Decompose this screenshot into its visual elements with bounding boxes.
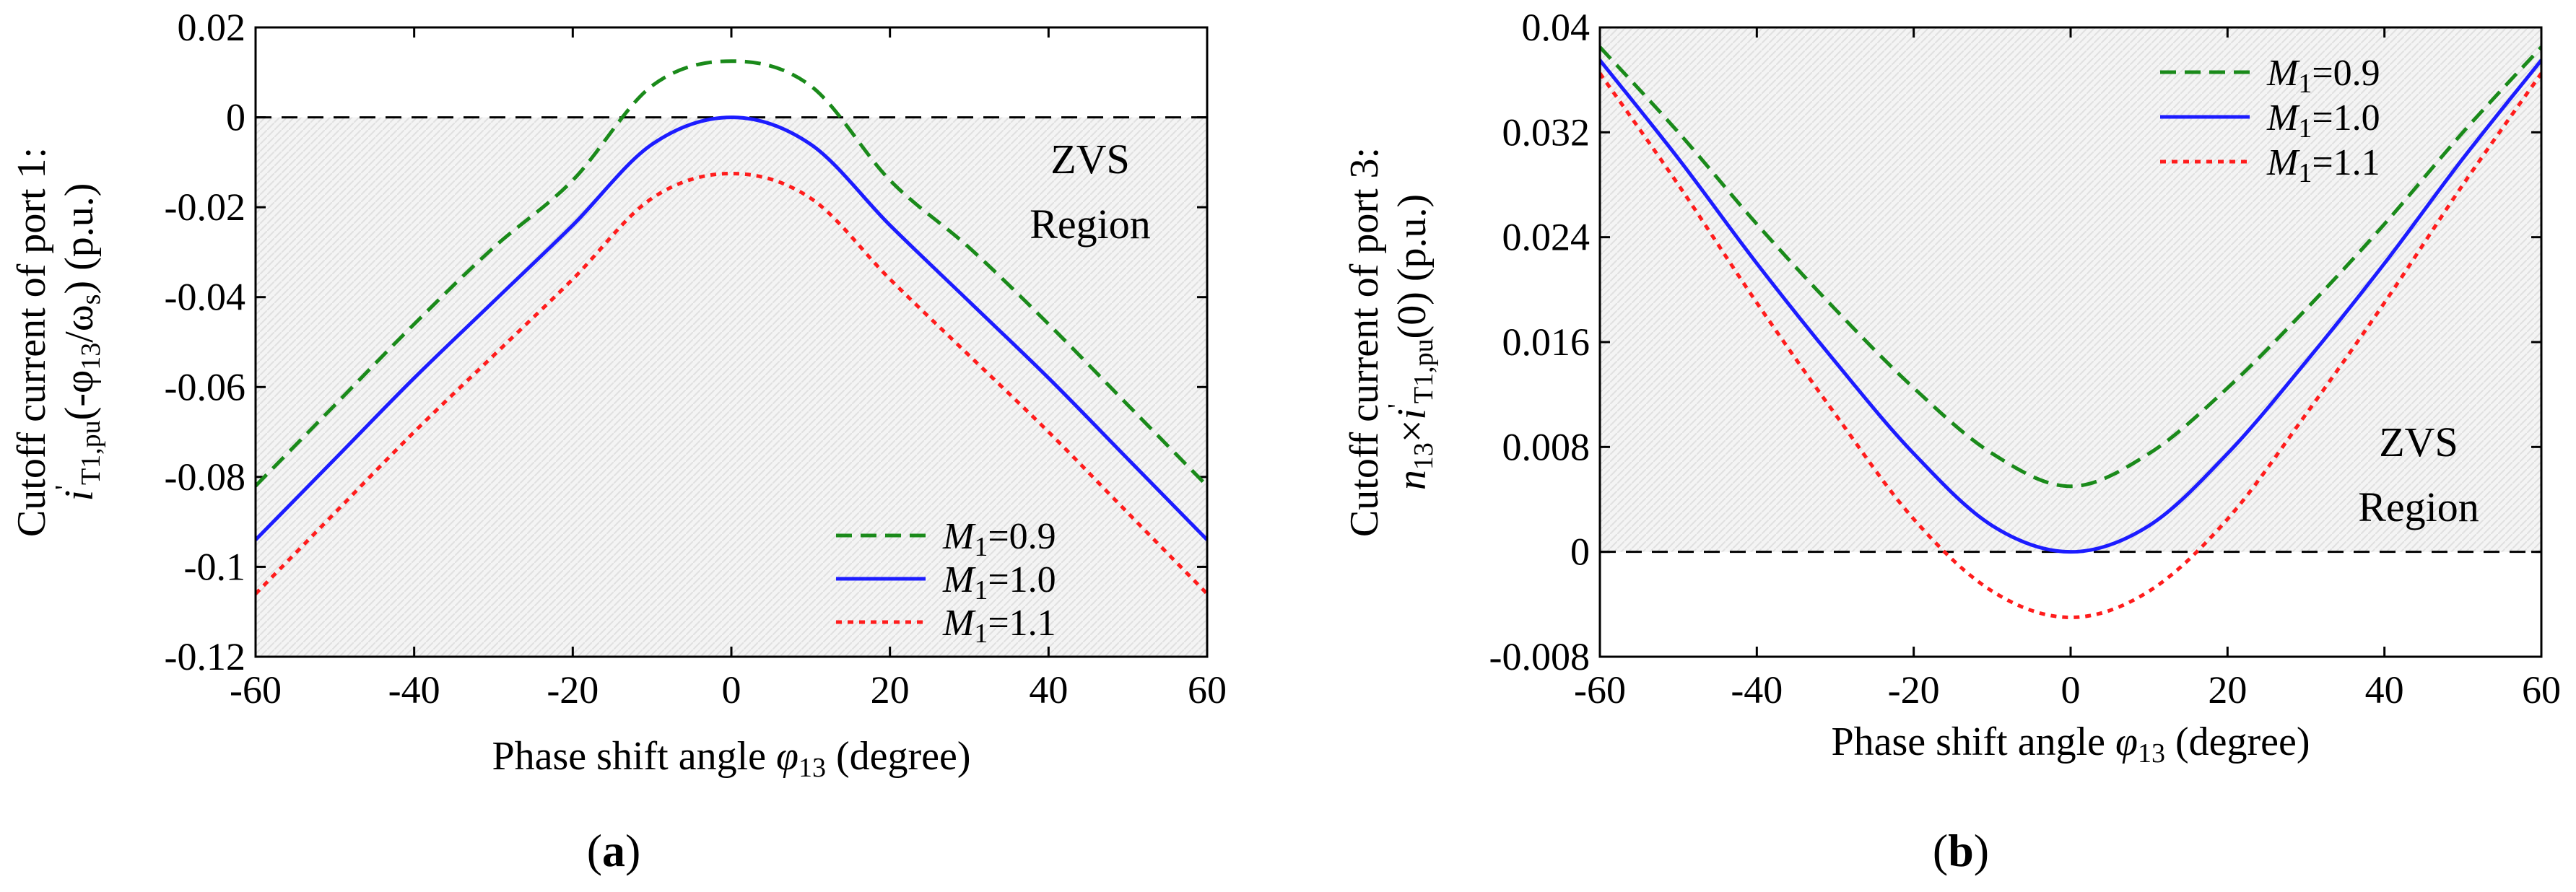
y-axis-label: Cutoff current of port 1: i'T1,pu(-φ13/ω… — [9, 147, 106, 537]
legend-label-m10: M1=1.0 — [2266, 97, 2380, 144]
x-tick-label: 20 — [871, 668, 910, 712]
y-tick-label: -0.008 — [1489, 635, 1590, 678]
zvs-region-shading — [256, 117, 1207, 657]
legend-label-m11: M1=1.1 — [2266, 142, 2380, 188]
x-tick-label: -20 — [1888, 668, 1940, 712]
zvs-label-line2: Region — [2358, 484, 2479, 530]
chart-panel-b: -0.008 0 0.008 0.016 0.024 0.032 0.04 -60 -40 -2… — [1342, 6, 2561, 876]
panel-label-a: (a) — [587, 825, 641, 876]
x-tick-label: -60 — [1574, 668, 1626, 712]
x-tick-label: 20 — [2208, 668, 2247, 712]
y-tick-label: 0.04 — [1522, 6, 1591, 49]
legend-label-m09: M1=0.9 — [2266, 53, 2380, 99]
y-tick-label: 0.02 — [178, 6, 246, 49]
y-tick-label: 0.024 — [1502, 216, 1591, 259]
plot-frame — [254, 26, 1209, 658]
y-tick-label: 0.016 — [1502, 320, 1591, 364]
legend: M1=0.9 M1=1.0 M1=1.1 — [836, 516, 1056, 649]
y-axis-label-line1: Cutoff current of port 1: — [9, 147, 54, 537]
zvs-region-shading — [1600, 27, 2541, 552]
x-tick-label: 0 — [722, 668, 741, 712]
legend-label-m09: M1=0.9 — [942, 516, 1056, 562]
x-tick-labels: -60 -40 -20 0 20 40 60 — [1574, 668, 2561, 712]
chart-panel-a: -0.12 -0.1 -0.08 -0.06 -0.04 -0.02 0 0.02 -60 -4… — [9, 6, 1227, 876]
zvs-label-line2: Region — [1030, 201, 1151, 248]
x-tick-label: 0 — [2061, 668, 2081, 712]
zvs-label-line1: ZVS — [2379, 419, 2458, 465]
y-tick-label: 0.032 — [1502, 110, 1591, 154]
x-tick-label: 40 — [1029, 668, 1068, 712]
x-tick-labels: -60 -40 -20 0 20 40 60 — [230, 668, 1227, 712]
x-tick-label: -40 — [1731, 668, 1783, 712]
y-tick-label: -0.12 — [165, 635, 245, 678]
y-tick-label: -0.1 — [184, 545, 245, 588]
y-tick-label: 0 — [226, 96, 245, 139]
y-tick-labels: -0.008 0 0.008 0.016 0.024 0.032 0.04 — [1489, 6, 1590, 678]
series-line-m110 — [1600, 58, 2541, 554]
series-line-m111 — [1600, 72, 2541, 620]
plot-frame — [1598, 26, 2543, 658]
x-tick-label: 60 — [2522, 668, 2561, 712]
legend: M1=0.9 M1=1.0 M1=1.1 — [2160, 53, 2380, 188]
x-tick-label: 40 — [2365, 668, 2404, 712]
x-tick-label: -20 — [547, 668, 599, 712]
y-tick-label: 0.008 — [1502, 425, 1591, 468]
x-tick-label: -40 — [388, 668, 440, 712]
y-tick-label: -0.06 — [165, 365, 245, 408]
y-axis-label-line2: n13×i'T1,pu(0) (p.u.) — [1383, 194, 1439, 490]
series-line-m110 — [256, 115, 1207, 541]
y-tick-label: -0.08 — [165, 455, 245, 499]
y-axis-label: Cutoff current of port 3: n13×i'T1,pu(0)… — [1342, 147, 1439, 537]
y-axis-label-line2: i'T1,pu(-φ13/ωs) (p.u.) — [50, 183, 106, 502]
y-tick-label: -0.02 — [165, 185, 245, 229]
zvs-label-line1: ZVS — [1050, 136, 1130, 183]
y-axis-label-line1: Cutoff current of port 3: — [1342, 147, 1387, 537]
legend-label-m11: M1=1.1 — [942, 603, 1056, 649]
series-lines — [1600, 45, 2541, 620]
series-line-m111 — [256, 171, 1207, 595]
series-line-m109 — [1600, 45, 2541, 489]
x-tick-label: 60 — [1188, 668, 1227, 712]
y-tick-label: 0 — [1570, 530, 1590, 574]
x-axis-label: Phase shift angle φ13 (degree) — [492, 734, 971, 783]
legend-label-m10: M1=1.0 — [942, 559, 1056, 605]
y-tick-labels: -0.12 -0.1 -0.08 -0.06 -0.04 -0.02 0 0.02 — [165, 6, 245, 678]
y-tick-label: -0.04 — [165, 276, 245, 319]
x-axis-label: Phase shift angle φ13 (degree) — [1832, 720, 2310, 769]
panel-label-b: (b) — [1933, 825, 1989, 876]
series-line-m109 — [256, 59, 1207, 488]
series-lines — [256, 59, 1207, 595]
x-tick-label: -60 — [230, 668, 282, 712]
